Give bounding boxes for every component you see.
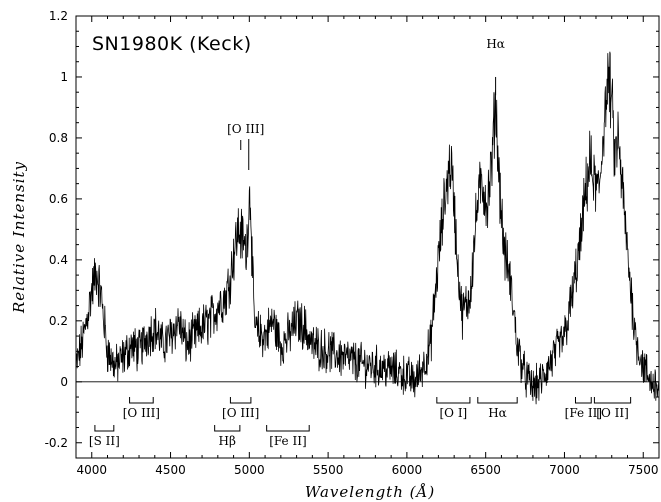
x-axis: 4000 4500 5000 5500 6000 6500 7000 7500 (75, 16, 660, 477)
x-tick-label: 4000 (76, 463, 107, 477)
annotation-bracket (436, 397, 471, 404)
annotation-label: [O III] (222, 406, 259, 420)
annotation-bracket (129, 397, 154, 404)
y-tick-label: 1.2 (49, 9, 68, 23)
annotation-label: Hα (488, 406, 507, 420)
plot-frame (75, 15, 660, 459)
y-tick-label: 0.4 (49, 253, 68, 267)
x-tick-label: 7500 (628, 463, 659, 477)
annotation-bracket (94, 425, 115, 432)
annotation-label: [O III] (123, 406, 160, 420)
annotation-bracket (477, 397, 518, 404)
y-axis-title: Relative Intensity (10, 161, 28, 314)
annotation-bracket (214, 425, 241, 432)
x-tick-label: 7000 (549, 463, 580, 477)
y-axis: -0.2 0 0.2 0.4 0.6 0.8 1 1.2 (45, 9, 659, 450)
annotation-label: [O III] (227, 122, 264, 136)
x-tick-label: 5500 (313, 463, 344, 477)
x-axis-title: Wavelength (Å) (305, 483, 435, 501)
chart-title: SN1980K (Keck) (92, 33, 252, 55)
annotation-label: [Fe II] (565, 406, 602, 420)
y-tick-label: -0.2 (45, 436, 68, 450)
annotation-label: [O I] (439, 406, 467, 420)
annotation-bracket (229, 397, 252, 404)
annotation-label: Hα (486, 37, 505, 51)
annotation-label: Hβ (219, 434, 236, 448)
x-tick-label: 6000 (392, 463, 423, 477)
x-tick-label: 5000 (234, 463, 265, 477)
y-tick-label: 1 (60, 70, 68, 84)
y-tick-label: 0 (60, 375, 68, 389)
annotation-label: [O II] (596, 406, 629, 420)
y-tick-label: 0.8 (49, 131, 68, 145)
y-tick-label: 0.6 (49, 192, 68, 206)
spectrum-line (75, 51, 660, 405)
y-tick-label: 0.2 (49, 314, 68, 328)
annotation-label: [Fe II] (269, 434, 306, 448)
x-tick-label: 6500 (470, 463, 501, 477)
annotation-bracket (593, 397, 632, 404)
annotation-bracket (266, 425, 310, 432)
annotation-label: [S II] (89, 434, 120, 448)
line-identifications: Hα[O III][S II][O III] [O III]Hβ [Fe II][O… (89, 37, 632, 448)
spectrum-series (75, 51, 660, 405)
x-tick-label: 4500 (155, 463, 186, 477)
annotation-bracket (574, 397, 592, 404)
